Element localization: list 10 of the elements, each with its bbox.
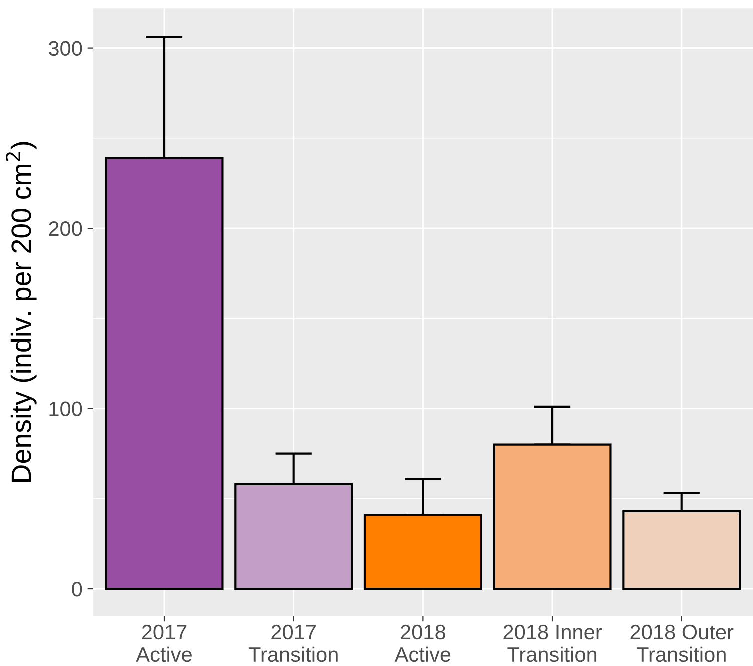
x-tick-label: 2018 Inner Transition [504, 624, 602, 662]
y-tick-label: 100 [50, 402, 82, 417]
x-tick-label: 2017 Active [136, 624, 192, 662]
y-tick-label: 0 [72, 582, 82, 597]
y-tick-label: 300 [48, 41, 82, 56]
x-tick-label: 2018 Outer Transition [630, 624, 734, 662]
y-tick-label: 200 [49, 222, 82, 236]
y-axis-title: Density (indiv. per 200 cm$^{2}$) [6, 142, 37, 482]
x-tick-label: 2017 Transition [248, 624, 338, 662]
x-tick-label: 2018 Active [394, 624, 451, 662]
